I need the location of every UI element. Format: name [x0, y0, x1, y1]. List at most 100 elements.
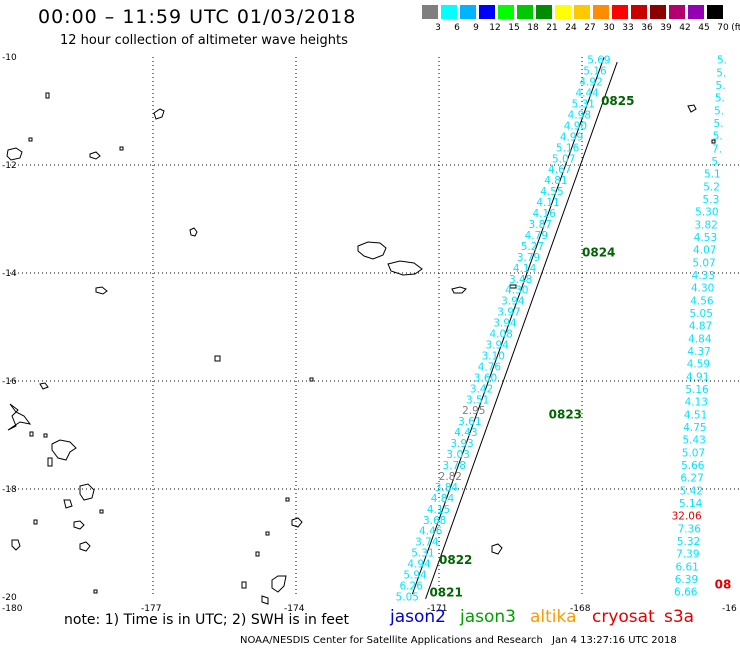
swh-value: 3.94	[501, 296, 525, 308]
footer-note: note: 1) Time is in UTC; 2) SWH is in fe…	[64, 612, 350, 628]
swh-value: 5.16	[685, 384, 709, 396]
lon-tick-label: -174	[284, 604, 305, 614]
swh-value: 6.66	[674, 587, 698, 599]
swh-value: 5.07	[682, 447, 705, 459]
swh-value: 4.46	[419, 526, 443, 538]
swh-value: 4.84	[688, 333, 712, 345]
swh-value: 4.44	[575, 88, 599, 100]
swh-value: 5.27	[521, 241, 544, 253]
swh-value: 5.07	[552, 153, 575, 165]
swh-value: 4.07	[693, 245, 716, 257]
swh-value: 5.05	[690, 308, 713, 320]
lat-tick-label: -14	[2, 269, 17, 279]
legend-swatch-27	[574, 5, 590, 19]
swh-value: 3.48	[509, 274, 532, 286]
swh-value: 2.95	[462, 405, 485, 417]
swh-values-west-track: 5.695.164.924.445.314.984.904.995.165.07…	[396, 55, 611, 604]
swh-value: 5.14	[679, 498, 703, 510]
pass-time-label: 0824	[582, 245, 615, 259]
swh-value: 3.74	[415, 537, 439, 549]
swh-value: 3.03	[446, 449, 469, 461]
swh-value: 5.	[713, 131, 723, 143]
swh-value: 4.84	[431, 493, 455, 505]
swh-value: 5.30	[695, 207, 718, 219]
satellite-cryosat: cryosat	[592, 607, 655, 627]
legend-label: 27	[584, 23, 596, 33]
swh-value: 3.97	[497, 307, 520, 319]
swh-value: 3.42	[470, 383, 493, 395]
swh-value: 3.84	[435, 482, 459, 494]
swh-value: 4.94	[407, 559, 431, 571]
swh-value: 5.	[715, 93, 725, 105]
lon-tick-label: -168	[570, 604, 591, 614]
legend-swatch-9	[460, 5, 476, 19]
legend-label: 3	[435, 23, 441, 33]
swh-value: 4.51	[684, 409, 707, 421]
swh-value: 5.43	[682, 435, 705, 447]
lat-tick-label: -10	[2, 53, 17, 63]
lat-lon-grid: -180 -177 -174 -171 -168 -16 -10 -12 -14 -16 -18 -2…	[2, 53, 740, 614]
swh-value: 4.87	[689, 321, 712, 333]
legend-swatch-12	[479, 5, 495, 19]
legend-label: 70	[717, 23, 729, 33]
swh-value: 4.33	[692, 270, 715, 282]
swh-value: 5.	[711, 156, 721, 168]
legend-swatch-39	[650, 5, 666, 19]
lat-tick-label: -16	[2, 377, 17, 387]
map-title: 00:00 – 11:59 UTC 01/03/2018	[38, 6, 357, 28]
swh-value: 3.51	[466, 394, 489, 406]
swh-value: 2.82	[439, 471, 462, 483]
swh-value: 7.	[712, 143, 722, 155]
swh-value: 5.2	[703, 181, 720, 193]
swh-value: 3.10	[482, 350, 505, 362]
swh-value: 5.07	[692, 257, 715, 269]
swh-value: 5.	[717, 55, 727, 67]
lat-tick-label: -12	[2, 161, 17, 171]
swh-value: 5.69	[587, 55, 610, 67]
legend-swatch-30	[593, 5, 609, 19]
swh-value: 4.43	[454, 427, 477, 439]
swh-value: 4.11	[536, 197, 559, 209]
swh-value: 3.61	[458, 416, 481, 428]
swh-value: 5.66	[681, 460, 705, 472]
swh-value: 4.56	[690, 295, 714, 307]
pass-times-west-track: 0825 0824 0823 0822 0821	[429, 94, 634, 599]
island-upolu	[357, 241, 387, 260]
pass-time-label: 0823	[549, 407, 582, 421]
legend-label: 24	[565, 23, 577, 33]
swh-value: 4.67	[548, 164, 571, 176]
legend-label: 36	[641, 23, 653, 33]
satellite-altika: altika	[530, 607, 577, 627]
swh-value: 3.79	[517, 252, 540, 264]
swh-value: 3.93	[450, 438, 473, 450]
island-savaii	[387, 260, 423, 276]
swh-value: 4.15	[427, 504, 450, 516]
legend-swatch-6	[441, 5, 457, 19]
lat-tick-label: -20	[2, 593, 17, 603]
legend-swatch-45	[688, 5, 704, 19]
legend-swatch-15	[498, 5, 514, 19]
legend-label: 39	[660, 23, 672, 33]
swh-value: 4.55	[540, 186, 563, 198]
satellite-jason3: jason3	[460, 607, 516, 627]
track-swath-edge	[411, 57, 605, 595]
island-coastlines	[6, 92, 716, 605]
legend-label: 9	[473, 23, 479, 33]
swh-value: 4.75	[683, 422, 706, 434]
swh-value: 4.30	[691, 283, 714, 295]
swh-value: 4.90	[564, 120, 587, 132]
swh-value: 5.16	[583, 66, 607, 78]
swh-value: 4.30	[505, 285, 528, 297]
swh-value: 4.59	[687, 359, 710, 371]
swh-value: 7.39	[676, 549, 699, 561]
satellite-track-0821-0825	[411, 57, 618, 599]
swh-value: 3.94	[486, 340, 510, 352]
pass-time-label: 0822	[439, 553, 472, 567]
swh-value: 5.3	[703, 194, 720, 206]
swh-value: 5.31	[411, 548, 434, 560]
satellite-jason2: jason2	[390, 607, 446, 627]
swh-value: 5.32	[677, 536, 700, 548]
legend-swatch-21	[536, 5, 552, 19]
legend-label: 15	[508, 23, 520, 33]
swh-value: 5.05	[396, 591, 419, 603]
